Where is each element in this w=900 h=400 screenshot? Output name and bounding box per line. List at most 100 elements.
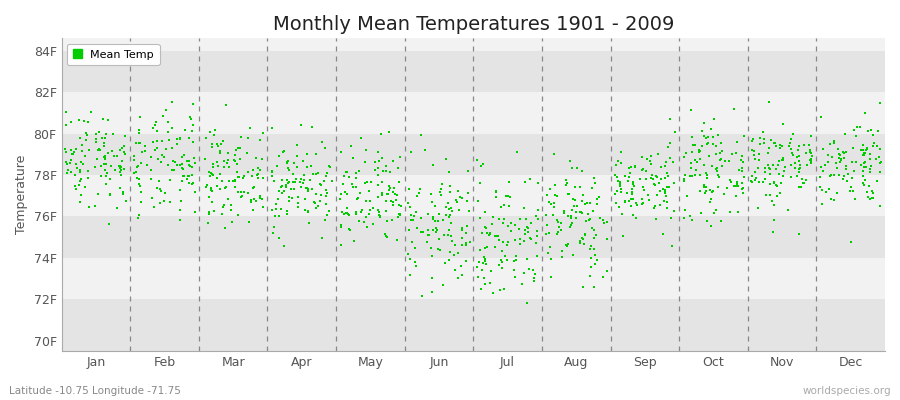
- Point: [598, 220, 612, 226]
- Point: [730, 209, 744, 215]
- Point: [544, 201, 558, 208]
- Point: [639, 176, 653, 182]
- Point: [237, 173, 251, 179]
- Point: [699, 218, 714, 224]
- Point: [814, 201, 829, 208]
- Point: [452, 207, 466, 214]
- Point: [792, 143, 806, 150]
- Point: [663, 214, 678, 221]
- Point: [819, 188, 833, 195]
- Point: [229, 184, 243, 190]
- Point: [576, 241, 590, 247]
- Point: [798, 150, 813, 156]
- Point: [546, 151, 561, 157]
- Point: [729, 150, 743, 156]
- Point: [451, 274, 465, 281]
- Point: [246, 185, 260, 191]
- Point: [384, 216, 399, 223]
- Point: [304, 124, 319, 130]
- Point: [508, 274, 522, 280]
- Point: [538, 231, 553, 237]
- Point: [518, 230, 532, 237]
- Point: [871, 154, 886, 160]
- Point: [463, 239, 477, 246]
- Point: [153, 199, 167, 206]
- Point: [272, 153, 286, 160]
- Point: [76, 118, 91, 124]
- Point: [118, 151, 132, 157]
- Point: [784, 145, 798, 152]
- Point: [199, 135, 213, 141]
- Point: [520, 224, 535, 230]
- Point: [866, 195, 880, 202]
- Point: [644, 161, 658, 167]
- Point: [561, 191, 575, 197]
- Point: [376, 168, 391, 174]
- Point: [294, 176, 309, 182]
- Point: [562, 191, 576, 197]
- Point: [333, 196, 347, 202]
- Point: [134, 198, 148, 205]
- Point: [735, 180, 750, 186]
- Point: [641, 192, 655, 199]
- Point: [67, 149, 81, 156]
- Point: [789, 154, 804, 160]
- Point: [582, 216, 597, 222]
- Point: [626, 180, 640, 187]
- Point: [617, 198, 632, 204]
- Point: [344, 142, 358, 149]
- Point: [352, 217, 366, 224]
- Point: [580, 200, 594, 206]
- Point: [117, 143, 131, 149]
- Text: Latitude -10.75 Longitude -71.75: Latitude -10.75 Longitude -71.75: [9, 386, 181, 396]
- Point: [765, 198, 779, 204]
- Point: [428, 218, 442, 224]
- Point: [281, 164, 295, 171]
- Point: [792, 157, 806, 164]
- Point: [575, 168, 590, 174]
- Point: [433, 189, 447, 196]
- Point: [99, 130, 113, 137]
- Point: [413, 215, 428, 222]
- Point: [78, 153, 93, 160]
- Point: [208, 127, 222, 134]
- Point: [776, 157, 790, 163]
- Point: [776, 155, 790, 162]
- Point: [706, 188, 720, 194]
- Point: [252, 193, 266, 200]
- Point: [308, 200, 322, 206]
- Point: [131, 176, 146, 182]
- Point: [814, 164, 829, 170]
- Point: [588, 261, 602, 267]
- Point: [484, 221, 499, 227]
- Point: [688, 141, 702, 148]
- Point: [507, 258, 521, 264]
- Point: [321, 208, 336, 214]
- Point: [706, 141, 720, 148]
- Point: [266, 224, 281, 231]
- Point: [662, 140, 677, 146]
- Point: [588, 180, 602, 186]
- Point: [158, 189, 172, 196]
- Point: [613, 181, 627, 187]
- Point: [652, 188, 667, 195]
- Point: [154, 159, 168, 165]
- Point: [683, 212, 698, 219]
- Point: [276, 148, 291, 155]
- Point: [685, 217, 699, 223]
- Point: [146, 139, 160, 146]
- Point: [565, 207, 580, 214]
- Point: [842, 170, 856, 177]
- Point: [646, 176, 661, 182]
- Point: [324, 178, 338, 184]
- Point: [407, 212, 421, 219]
- Point: [413, 186, 428, 192]
- Point: [291, 200, 305, 206]
- Point: [166, 166, 180, 173]
- Point: [663, 116, 678, 122]
- Point: [153, 185, 167, 192]
- Point: [804, 150, 818, 156]
- Point: [315, 139, 329, 146]
- Point: [543, 244, 557, 251]
- Point: [652, 202, 667, 208]
